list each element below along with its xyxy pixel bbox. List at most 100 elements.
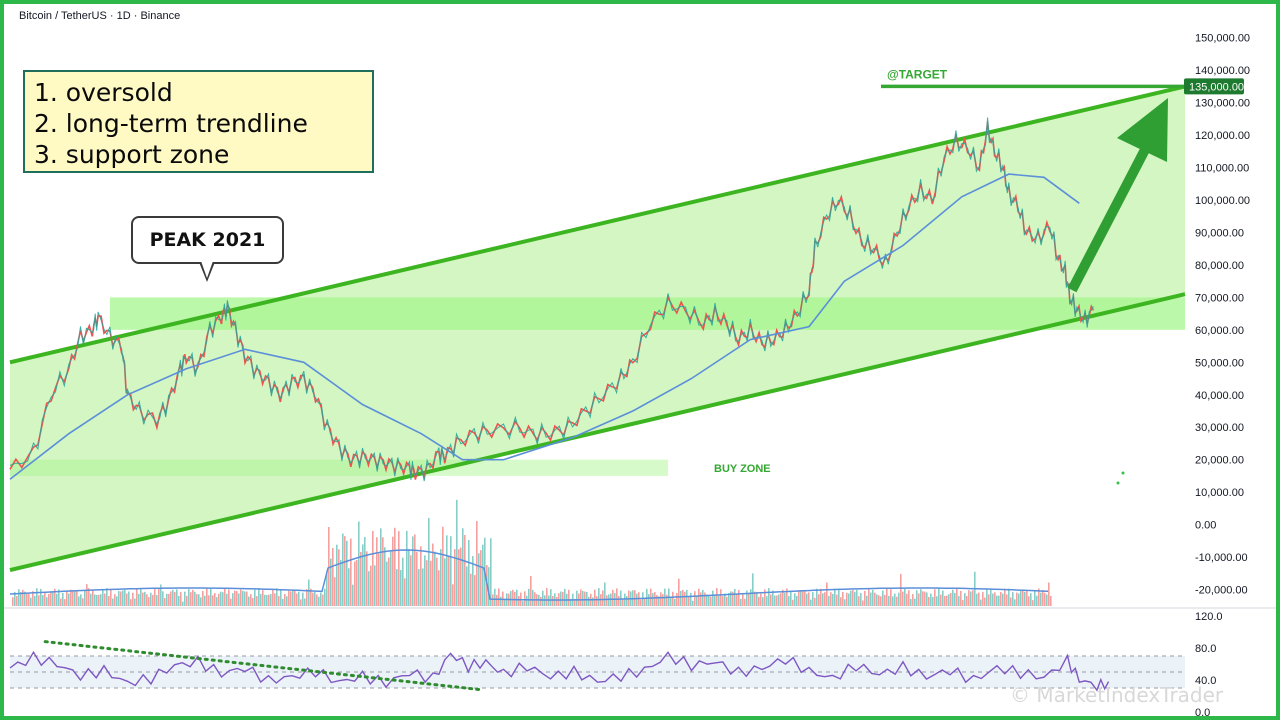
volume-bar (730, 591, 732, 606)
volume-bar (82, 598, 84, 606)
volume-bar (90, 593, 92, 606)
price-line (9, 121, 1095, 480)
volume-bar (272, 589, 274, 606)
volume-bar (1014, 599, 1016, 606)
volume-bar (768, 588, 770, 606)
volume-bar (308, 579, 310, 606)
volume-bar (328, 527, 330, 606)
volume-bar (652, 593, 654, 606)
volume-bar (490, 538, 492, 606)
volume-bar (376, 537, 378, 606)
price-line-wicks (9, 117, 1094, 482)
volume-bar (918, 593, 920, 606)
volume-bar (404, 578, 406, 606)
volume-bar (470, 573, 472, 606)
volume-bar (112, 598, 114, 606)
volume-bar (972, 590, 974, 606)
volume-bar (562, 591, 564, 606)
volume-bar (102, 590, 104, 606)
volume-bar (146, 594, 148, 606)
volume-bar (398, 531, 400, 606)
y-tick-label: 70,000.00 (1195, 292, 1244, 304)
volume-bar (1024, 591, 1026, 606)
volume-bar (758, 596, 760, 606)
volume-bar (354, 561, 356, 606)
volume-bar (218, 593, 220, 606)
volume-bar (928, 596, 930, 606)
volume-bar (940, 594, 942, 606)
volume-bar (212, 595, 214, 606)
volume-bar (64, 599, 66, 606)
volume-bar (574, 598, 576, 606)
support-zone (109, 297, 1185, 330)
volume-bar (20, 592, 22, 606)
volume-bar (932, 596, 934, 606)
peak-callout[interactable]: PEAK 2021 (131, 216, 284, 264)
volume-bar (528, 588, 530, 606)
volume-bar (234, 590, 236, 606)
volume-bar (990, 588, 992, 606)
volume-bar (892, 596, 894, 606)
volume-bar (496, 594, 498, 606)
volume-bar (556, 596, 558, 606)
volume-bar (426, 560, 428, 606)
volume-bar (746, 590, 748, 606)
volume-bar (1020, 590, 1022, 606)
volume-bar (936, 596, 938, 606)
volume-bar (836, 594, 838, 606)
volume-bar (846, 592, 848, 606)
volume-bar (350, 538, 352, 606)
volume-bar (736, 593, 738, 606)
volume-bar (186, 595, 188, 606)
volume-bar (580, 589, 582, 606)
marker-dot (1121, 471, 1125, 475)
volume-bar (180, 592, 182, 606)
volume-bar (178, 595, 180, 606)
symbol-title[interactable]: Bitcoin / TetherUS · 1D · Binance (19, 10, 181, 22)
volume-bar (884, 594, 886, 606)
notes-box: 1. oversold 2. long-term trendline 3. su… (23, 70, 374, 173)
volume-bar (636, 593, 638, 606)
volume-bar (342, 533, 344, 606)
volume-bar (258, 588, 260, 606)
volume-bar (80, 594, 82, 606)
volume-bar (224, 588, 226, 606)
volume-bar (232, 593, 234, 606)
volume-bar (356, 560, 358, 606)
y-tick-label: 150,000.00 (1195, 33, 1250, 45)
volume-bar (366, 551, 368, 606)
volume-bar (276, 588, 278, 606)
volume-bar (896, 596, 898, 606)
volume-bar (294, 589, 296, 606)
volume-bar (100, 594, 102, 606)
volume-bar (744, 598, 746, 606)
volume-bar (158, 588, 160, 606)
volume-bar (296, 593, 298, 606)
volume-bar (840, 597, 842, 606)
volume-bar (1010, 597, 1012, 606)
volume-bar (266, 595, 268, 606)
volume-bar (542, 590, 544, 606)
y-tick-label: 40,000.00 (1195, 390, 1244, 402)
volume-bar (370, 565, 372, 606)
volume-bar (188, 589, 190, 606)
volume-bar (854, 591, 856, 606)
volume-bar (70, 589, 72, 606)
volume-bar (612, 589, 614, 606)
volume-bar (792, 599, 794, 606)
volume-bar (364, 537, 366, 606)
volume-bar (946, 595, 948, 606)
volume-bar (766, 596, 768, 606)
volume-bar (726, 596, 728, 606)
volume-bar (462, 528, 464, 606)
volume-bar (760, 593, 762, 606)
volume-bar (882, 590, 884, 606)
volume-bar (980, 599, 982, 606)
volume-bar (560, 591, 562, 606)
volume-bar (808, 592, 810, 606)
volume-bar (54, 588, 56, 606)
volume-bar (446, 535, 448, 606)
volume-bar (476, 521, 478, 606)
volume-bar (878, 595, 880, 606)
y-tick-label: -20,000.00 (1195, 585, 1248, 597)
